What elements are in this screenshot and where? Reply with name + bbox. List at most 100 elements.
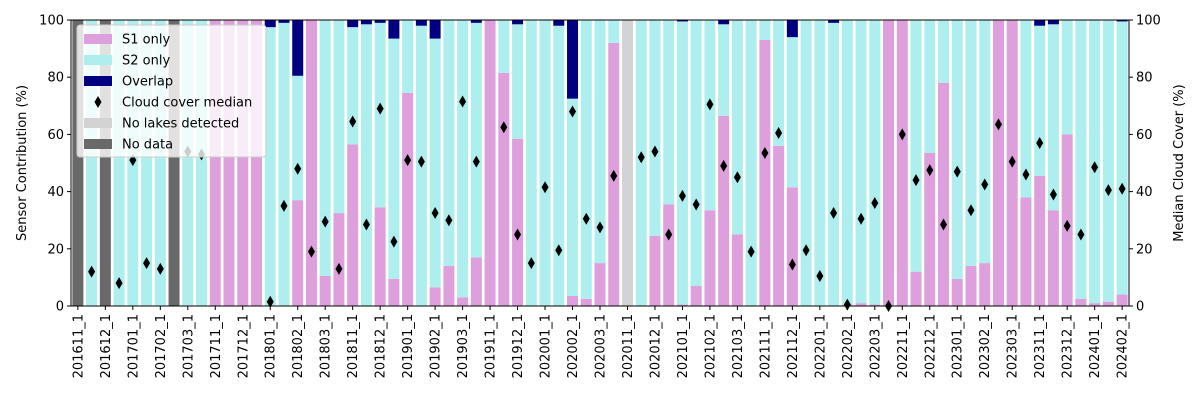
cloud-cover-median-marker <box>981 178 989 191</box>
bar-s2-only <box>594 20 606 264</box>
bar-s1-only <box>1102 301 1114 306</box>
x-axis: 201611_1 201612_1 201701_1 201702_1 201703_1… <box>71 306 1131 378</box>
left-y-tick-label: 100 <box>39 14 64 29</box>
bar-s1-only <box>938 82 950 306</box>
cloud-cover-median-marker <box>706 98 714 111</box>
cloud-cover-median-marker <box>1091 161 1099 174</box>
bar-s2-only <box>731 20 743 235</box>
x-tick-label: 201701_1 <box>126 314 141 378</box>
bar-overlap <box>1047 20 1059 25</box>
bar-s2-only <box>347 27 359 145</box>
bar-overlap <box>828 20 840 23</box>
bar-s1-only <box>649 235 661 306</box>
bar-overlap <box>278 20 290 23</box>
bar-overlap <box>292 20 304 76</box>
x-tick-label: 202401_1 <box>1088 314 1103 378</box>
left-y-tick-label: 80 <box>47 71 64 86</box>
bar-s1-only <box>910 271 922 306</box>
x-tick-label: 201811_1 <box>346 314 361 378</box>
x-tick-label: 202402_1 <box>1116 314 1131 378</box>
cloud-cover-median-marker <box>967 204 975 217</box>
cloud-cover-median-marker <box>390 235 398 248</box>
bar-s2-only <box>567 98 579 296</box>
cloud-cover-median-marker <box>445 214 453 227</box>
cloud-cover-median-marker <box>1036 136 1044 149</box>
bar-s2-only <box>512 24 524 139</box>
cloud-cover-median-marker <box>472 155 480 168</box>
legend-swatch <box>84 118 112 128</box>
bar-s2-only <box>924 20 936 153</box>
bar-overlap <box>470 20 482 23</box>
bar-s1-only <box>759 40 771 307</box>
legend-marker <box>94 96 102 108</box>
legend-label: S2 only <box>122 54 170 69</box>
cloud-cover-median-marker <box>761 146 769 159</box>
left-y-tick-label: 0 <box>56 300 64 315</box>
bar-s2-only <box>910 20 922 272</box>
legend-swatch <box>84 139 112 149</box>
bar-s1-only <box>855 303 867 306</box>
bar-s2-only <box>525 20 537 306</box>
bar-s2-only <box>1102 20 1114 302</box>
bar-s2-only <box>676 21 688 305</box>
bar-s1-only <box>209 20 221 306</box>
bar-overlap <box>553 20 565 26</box>
cloud-cover-median-marker <box>720 159 728 172</box>
x-tick-label: 201712_1 <box>236 314 251 378</box>
bar-no-data <box>168 20 180 306</box>
legend-label: No lakes detected <box>122 117 239 132</box>
cloud-cover-median-marker <box>321 215 329 228</box>
bar-s1-only <box>965 265 977 306</box>
legend-label: No data <box>122 138 173 153</box>
bar-s1-only <box>443 265 455 306</box>
x-tick-label: 202211_1 <box>896 314 911 378</box>
cloud-cover-median-marker <box>294 162 302 175</box>
cloud-cover-median-marker <box>775 126 783 139</box>
bar-s1-only <box>237 20 249 306</box>
bar-s2-only <box>196 20 208 306</box>
bar-s1-only <box>786 187 798 306</box>
cloud-cover-median-marker <box>830 207 838 220</box>
cloud-cover-median-marker <box>816 269 824 282</box>
cloud-cover-median-marker <box>926 164 934 177</box>
bar-overlap <box>347 20 359 28</box>
bar-s2-only <box>663 20 675 205</box>
cloud-cover-median-marker <box>431 207 439 220</box>
bar-s2-only <box>718 24 730 116</box>
x-tick-label: 202001_1 <box>539 314 554 378</box>
cloud-cover-median-marker <box>788 258 796 271</box>
bar-s1-only <box>498 72 510 306</box>
left-y-axis-title: Sensor Contribution (%) <box>15 85 30 241</box>
bar-s1-only <box>470 257 482 306</box>
legend-label: Cloud cover median <box>122 96 252 111</box>
right-y-tick-label: 20 <box>1136 242 1153 257</box>
left-y-axis: 0 20 40 60 80 100 <box>39 14 71 315</box>
bar-s2-only <box>182 20 194 306</box>
bar-s1-only <box>883 20 895 306</box>
cloud-cover-median-marker <box>1118 182 1126 195</box>
x-tick-label: 201901_1 <box>401 314 416 378</box>
bar-s2-only <box>374 22 386 208</box>
cloud-cover-median-marker <box>500 121 508 134</box>
bar-s1-only <box>731 234 743 306</box>
bar-s1-only <box>1020 197 1032 306</box>
bar-s2-only <box>457 20 469 298</box>
bar-s1-only <box>594 263 606 306</box>
bar-overlap <box>1116 20 1128 22</box>
bar-s1-only <box>347 144 359 306</box>
bar-no-data <box>99 20 111 306</box>
bar-s2-only <box>1020 20 1032 198</box>
legend-swatch <box>84 34 112 44</box>
bar-s1-only <box>773 145 785 306</box>
left-y-tick-label: 20 <box>47 242 64 257</box>
bar-s2-only <box>979 20 991 264</box>
bar-no-lakes <box>621 20 633 306</box>
bar-s1-only <box>869 304 881 306</box>
bar-s1-only <box>992 20 1004 306</box>
x-tick-label: 201912_1 <box>511 314 526 378</box>
cloud-cover-median-marker <box>665 228 673 241</box>
bar-s1-only <box>1047 210 1059 306</box>
bar-s2-only <box>1075 20 1087 299</box>
bar-s2-only <box>1047 24 1059 211</box>
cloud-cover-median-marker <box>156 262 164 275</box>
